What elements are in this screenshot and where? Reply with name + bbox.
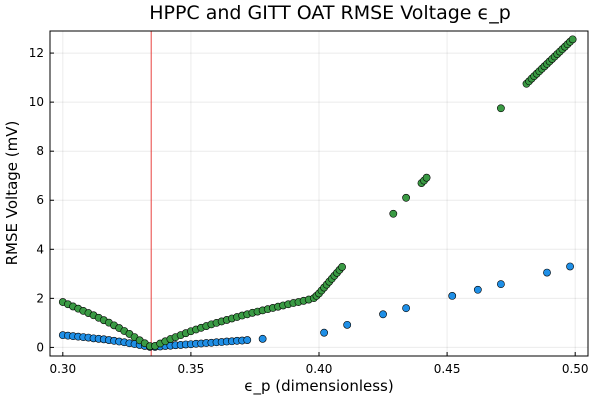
y-tick-label: 4: [36, 242, 44, 256]
data-point: [566, 262, 574, 271]
x-tick-label: 0.30: [49, 362, 76, 376]
data-point: [568, 35, 577, 44]
data-point: [422, 173, 431, 182]
data-point: [543, 268, 551, 277]
x-tick-label: 0.45: [434, 362, 461, 376]
y-tick-label: 6: [36, 193, 44, 207]
data-point: [402, 193, 410, 202]
y-axis-label: RMSE Voltage (mV): [3, 121, 21, 266]
data-point: [258, 334, 267, 343]
data-point: [496, 280, 505, 289]
x-tick-label: 0.40: [306, 362, 333, 376]
y-tick-label: 10: [29, 95, 44, 109]
y-tick-label: 8: [36, 144, 44, 158]
data-point: [473, 285, 482, 294]
y-tick-label: 2: [36, 291, 44, 305]
x-tick-label: 0.35: [178, 362, 205, 376]
series-1: [58, 262, 574, 351]
data-point: [379, 310, 387, 319]
x-axis-label: ϵ_p (dimensionless): [244, 377, 393, 396]
data-point: [448, 292, 457, 300]
y-tick-label: 0: [36, 340, 44, 354]
grid-lines: [50, 31, 588, 356]
x-tick-label: 0.50: [562, 362, 589, 376]
data-point: [496, 104, 505, 113]
data-point: [402, 304, 410, 313]
series-2: [58, 35, 577, 351]
data-point: [338, 263, 346, 271]
y-axis: 0 2 4 6 8 10 12: [29, 46, 54, 354]
y-tick-label: 12: [29, 46, 44, 60]
chart-title: HPPC and GITT OAT RMSE Voltage ϵ_p: [149, 2, 511, 24]
data-series: [58, 35, 577, 351]
data-point: [243, 336, 252, 344]
x-axis: 0.30 0.35 0.40 0.45 0.50: [49, 352, 589, 376]
data-point: [389, 209, 398, 218]
data-point: [320, 328, 329, 337]
data-point: [343, 320, 352, 329]
